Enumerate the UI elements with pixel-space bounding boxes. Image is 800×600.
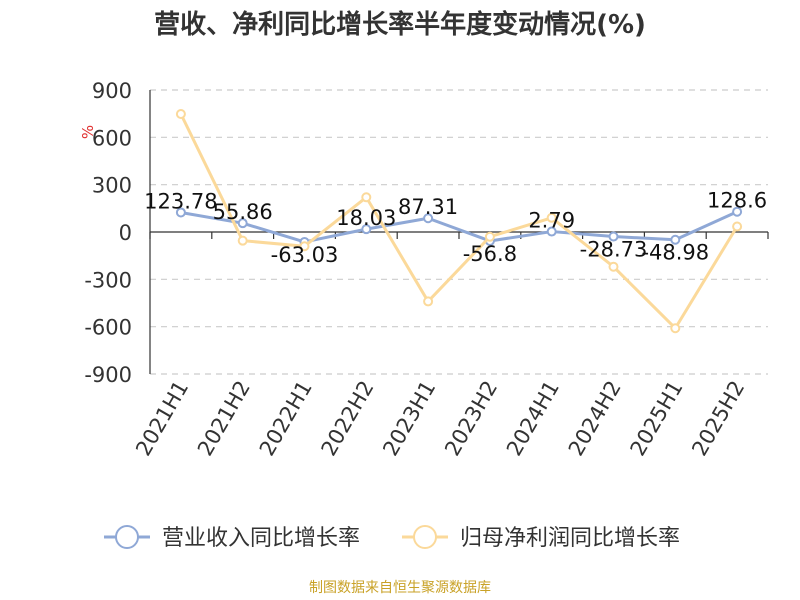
data-label: -63.03 — [271, 243, 339, 267]
series-1-point — [361, 224, 372, 235]
data-label: 55.86 — [213, 200, 273, 224]
y-tick-label: -600 — [84, 316, 132, 340]
grid-lines — [150, 89, 768, 375]
x-tick-label: 2021H2 — [193, 377, 255, 461]
data-label: 2.79 — [528, 209, 575, 233]
series-2-point — [546, 212, 557, 223]
data-label: -48.98 — [641, 241, 709, 265]
y-tick-label: 0 — [119, 221, 132, 245]
y-tick-label: 600 — [92, 126, 132, 150]
data-label: 87.31 — [398, 195, 458, 219]
series-2-point — [237, 235, 248, 246]
series-2-point — [670, 323, 681, 334]
series-1-point — [546, 226, 557, 237]
series-1-point — [237, 218, 248, 229]
data-label: 18.03 — [336, 206, 396, 230]
x-tick-label: 2021H1 — [131, 377, 193, 461]
series-1-point — [423, 213, 434, 224]
series-2-point — [423, 296, 434, 307]
series-1-point — [732, 206, 743, 217]
data-label: 128.6 — [707, 189, 767, 213]
legend-label-1: 营业收入同比增长率 — [162, 526, 360, 551]
x-tick-label: 2022H2 — [317, 377, 379, 461]
series-2-point — [608, 261, 619, 272]
x-tick-label: 2022H1 — [255, 377, 317, 461]
series-1-point — [608, 231, 619, 242]
legend-marker-1 — [115, 525, 139, 549]
y-tick-label: 300 — [92, 174, 132, 198]
legend-marker-2 — [413, 525, 437, 549]
data-label: -56.8 — [463, 242, 517, 266]
series-lines — [175, 108, 743, 334]
x-tick-label: 2025H1 — [626, 377, 688, 461]
x-tick-label: 2024H2 — [564, 377, 626, 461]
series-1-point — [670, 234, 681, 245]
x-tick-label: 2025H2 — [687, 377, 749, 461]
series-1-point — [175, 207, 186, 218]
series-2-point — [175, 108, 186, 119]
series-2-point — [361, 192, 372, 203]
series-2-point — [484, 231, 495, 242]
y-tick-label: -300 — [84, 268, 132, 292]
series-line-2 — [179, 113, 739, 330]
y-tick-label: -900 — [84, 363, 132, 387]
series-2-point — [299, 241, 310, 252]
legend: 营业收入同比增长率 归母净利润同比增长率 — [104, 525, 680, 551]
data-label: -28.73 — [580, 238, 648, 262]
series-2-point — [732, 221, 743, 232]
data-label: 123.78 — [144, 189, 217, 213]
source-note: 制图数据来自恒生聚源数据库 — [309, 580, 491, 596]
x-tick-label: 2024H1 — [502, 377, 564, 461]
x-tick-label: 2023H1 — [378, 377, 440, 461]
y-tick-label: 900 — [92, 79, 132, 103]
y-axis-unit: % — [79, 125, 97, 139]
legend-label-2: 归母净利润同比增长率 — [460, 526, 680, 551]
x-tick-label: 2023H2 — [440, 377, 502, 461]
series-line-1 — [180, 210, 738, 244]
chart-title: 营收、净利同比增长率半年度变动情况(%) — [154, 10, 646, 40]
